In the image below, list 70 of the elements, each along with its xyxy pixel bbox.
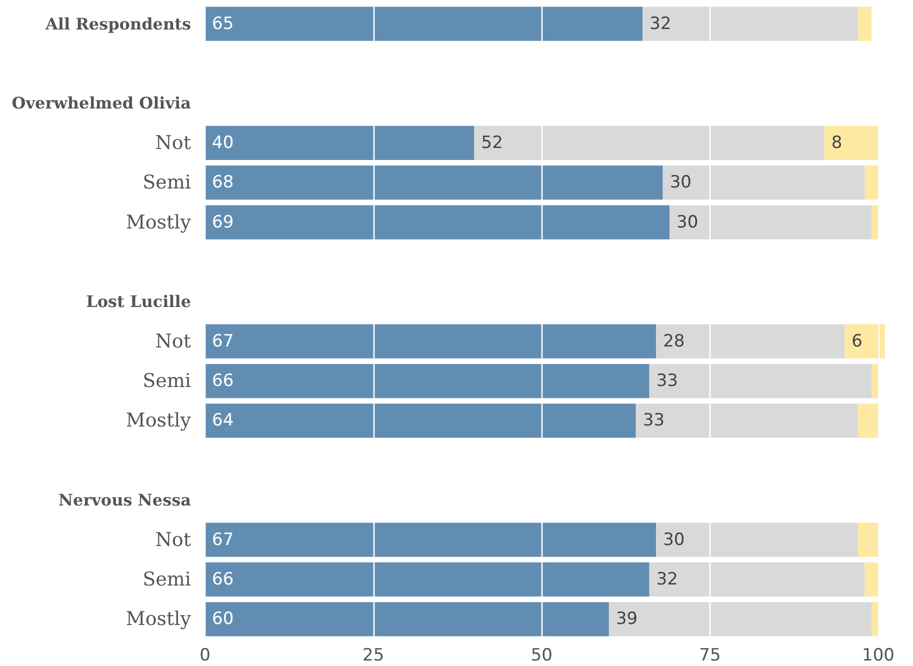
bar <box>205 166 663 200</box>
bar <box>662 166 865 200</box>
data-label: 32 <box>650 14 672 34</box>
y-tick-label: All Respondents <box>44 14 191 34</box>
bar <box>205 602 609 636</box>
data-label: 32 <box>656 569 678 590</box>
y-tick-label: Not <box>155 132 192 154</box>
data-label: 66 <box>212 371 234 392</box>
data-label: 6 <box>852 331 862 352</box>
y-tick-label: Not <box>155 528 192 551</box>
bar <box>205 205 670 240</box>
bar <box>642 6 858 41</box>
data-label: 67 <box>212 331 234 352</box>
data-label: 67 <box>212 530 234 550</box>
y-tick-label: Not <box>155 330 192 352</box>
data-label: 8 <box>831 132 842 153</box>
bar <box>205 404 636 438</box>
y-tick-label: Overwhelmed Olivia <box>12 94 191 113</box>
data-label: 33 <box>642 410 665 431</box>
y-tick-label: Mostly <box>126 608 192 630</box>
data-label: 33 <box>656 371 678 392</box>
y-tick-label: Nervous Nessa <box>58 490 191 510</box>
bar <box>844 324 885 358</box>
bar <box>205 364 650 398</box>
bar <box>858 522 878 557</box>
bar <box>864 166 878 200</box>
bar <box>205 6 643 41</box>
data-label: 39 <box>616 609 638 630</box>
x-tick-label: 0 <box>200 646 210 666</box>
bar <box>858 404 878 438</box>
bar <box>656 324 845 358</box>
bar <box>670 205 872 240</box>
bar <box>205 562 650 597</box>
bar <box>649 364 872 398</box>
data-label: 68 <box>212 172 234 193</box>
data-label: 65 <box>212 14 234 34</box>
data-label: 69 <box>212 212 234 232</box>
x-tick-label: 25 <box>362 646 384 666</box>
bar <box>205 126 474 160</box>
data-label: 28 <box>663 331 685 352</box>
data-label: 30 <box>670 172 692 193</box>
bar <box>205 324 656 358</box>
y-tick-label: Lost Lucille <box>86 292 191 312</box>
bar <box>872 205 878 240</box>
data-label: 30 <box>676 212 698 232</box>
data-label: 66 <box>212 569 234 590</box>
y-tick-label: Semi <box>142 568 191 590</box>
y-tick-label: Mostly <box>126 211 192 234</box>
bar <box>656 522 858 557</box>
data-label: 30 <box>663 530 685 550</box>
bar <box>858 6 872 41</box>
data-label: 64 <box>212 410 234 431</box>
bar <box>872 364 878 398</box>
bar <box>824 126 878 160</box>
bar <box>649 562 865 597</box>
bar <box>872 602 878 636</box>
x-tick-label: 75 <box>699 646 721 666</box>
bar <box>205 522 656 557</box>
data-label: 40 <box>212 132 234 153</box>
bar <box>864 562 878 597</box>
bar <box>636 404 858 438</box>
bar <box>608 602 872 636</box>
y-tick-label: Semi <box>142 172 191 194</box>
x-tick-label: 50 <box>530 646 552 666</box>
data-label: 60 <box>212 609 234 630</box>
x-tick-label: 100 <box>862 646 894 666</box>
bar <box>474 126 824 160</box>
data-label: 52 <box>481 132 503 153</box>
y-tick-label: Mostly <box>126 410 192 432</box>
y-tick-label: Semi <box>142 370 191 392</box>
